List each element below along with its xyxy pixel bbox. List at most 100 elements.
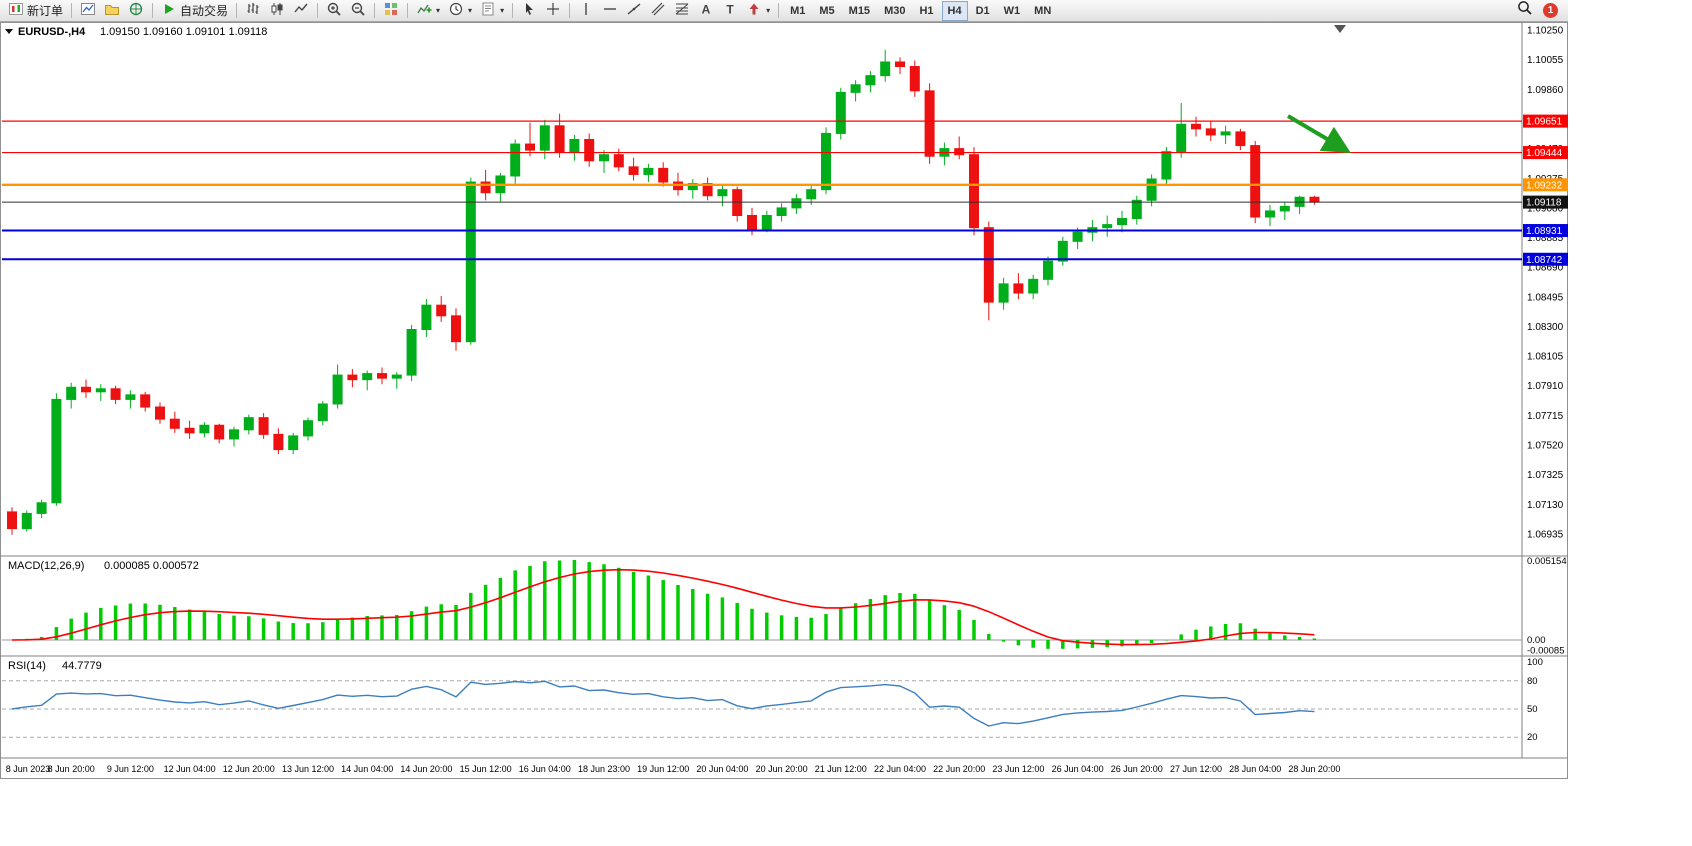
cursor-button[interactable]	[517, 0, 541, 22]
candle-body	[584, 138, 595, 162]
fibonacci-icon	[674, 1, 690, 20]
candle-body	[1161, 151, 1172, 180]
fibonacci-button[interactable]	[670, 0, 694, 22]
line-icon	[293, 1, 309, 20]
candle-body	[835, 91, 846, 134]
chart-window-button[interactable]	[76, 0, 100, 22]
candle-body	[7, 511, 17, 530]
candle-body	[1220, 131, 1231, 136]
candle-body	[81, 386, 91, 393]
toolbar-separator	[512, 3, 514, 18]
autotrading-button[interactable]: 自动交易	[157, 0, 232, 22]
candle-body	[214, 424, 225, 440]
bar-chart-button[interactable]	[241, 0, 265, 22]
candle-body	[865, 75, 876, 86]
toolbar-separator	[407, 3, 409, 18]
chart-frame	[0, 22, 1568, 779]
candle-body	[169, 418, 180, 429]
candlestick-chart-button[interactable]	[265, 0, 289, 22]
candle-body	[303, 420, 313, 437]
chart-collapse-icon[interactable]	[5, 29, 13, 34]
rsi-axis-label: 80	[1527, 676, 1538, 687]
search-icon[interactable]	[1517, 0, 1533, 21]
trendline-button[interactable]	[622, 0, 646, 22]
indicators-icon	[416, 1, 432, 20]
toolbar-separator	[778, 3, 780, 18]
candle-body	[155, 406, 165, 420]
candle-body	[465, 181, 476, 343]
grid-icon	[383, 1, 399, 20]
candle-body	[1235, 131, 1246, 147]
toolbar-separator	[236, 3, 238, 18]
chart-window-icon	[80, 1, 96, 20]
candle-body	[95, 388, 106, 393]
arrows-button[interactable]: ▾	[742, 0, 774, 22]
tile-windows-button[interactable]	[379, 0, 403, 22]
label-button[interactable]: T	[718, 0, 742, 22]
candle-body	[1279, 205, 1290, 212]
trend-arrow-annotation[interactable]	[1286, 114, 1351, 154]
price-tick-label: 1.10250	[1527, 26, 1564, 37]
tf-d1[interactable]: D1	[975, 4, 990, 17]
tf-m1[interactable]: M1	[790, 4, 806, 17]
price-tick-label: 1.08885	[1527, 233, 1564, 244]
candle-body	[21, 512, 32, 530]
templates-button[interactable]: ▾	[476, 0, 508, 22]
candle-body	[184, 427, 195, 434]
candle-body	[1102, 224, 1113, 229]
price-tick-label: 1.08690	[1527, 263, 1564, 274]
chart-window[interactable]: 1.102501.100551.098601.096651.094701.092…	[0, 22, 1568, 780]
market-watch-button[interactable]	[124, 0, 148, 22]
clock-icon	[448, 1, 464, 20]
zoom-out-button[interactable]	[346, 0, 370, 22]
play-icon	[161, 1, 177, 20]
profiles-icon	[104, 1, 120, 20]
tf-h4[interactable]: H4	[941, 0, 968, 21]
profiles-button[interactable]	[100, 0, 124, 22]
candlesticks[interactable]	[7, 49, 1320, 535]
macd-indicator-values: 0.000085 0.000572	[104, 560, 199, 572]
price-level-badge	[1523, 146, 1568, 160]
price-axis[interactable]: 1.102501.100551.098601.096651.094701.092…	[1527, 26, 1564, 541]
text-button[interactable]: A	[694, 0, 718, 22]
horizontal-level-lines[interactable]: 1.09651 1.09444 1.09232 1.09118 1.08931 1.087…	[2, 114, 1568, 266]
macd-indicator-label: MACD(12,26,9)	[8, 560, 84, 572]
notification-badge[interactable]: 1	[1543, 3, 1558, 18]
tf-h1[interactable]: H1	[919, 4, 934, 17]
zoom-in-button[interactable]	[322, 0, 346, 22]
candle-body	[643, 167, 654, 175]
toolbar-right: 1	[1517, 0, 1558, 21]
date-tick-label: 28 Jun 04:00	[1229, 764, 1281, 774]
chart-shift-marker[interactable]	[1334, 25, 1346, 33]
chart-canvas[interactable]: 1.102501.100551.098601.096651.094701.092…	[0, 22, 1568, 780]
tf-m5[interactable]: M5	[819, 4, 835, 17]
periods-button[interactable]: ▾	[444, 0, 476, 22]
date-tick-label: 12 Jun 04:00	[164, 764, 216, 774]
macd-signal-line	[11, 568, 1315, 646]
candle-body	[258, 417, 269, 435]
candle-body	[880, 61, 891, 77]
tf-m15[interactable]: M15	[848, 4, 871, 17]
macd-axis-label: 0.005154	[1527, 556, 1567, 567]
crosshair-button[interactable]	[541, 0, 565, 22]
new-order-button[interactable]: 新订单	[4, 0, 67, 22]
indicators-button[interactable]: ▾	[412, 0, 444, 22]
rsi-panel[interactable]: 100 80 50 20	[2, 657, 1543, 743]
candle-body	[377, 373, 387, 379]
line-chart-button[interactable]	[289, 0, 313, 22]
horizontal-line-button[interactable]	[598, 0, 622, 22]
macd-panel[interactable]: 0.005154 0.00-0.00085	[2, 556, 1567, 657]
date-tick-label: 8 Jun 20:00	[48, 764, 95, 774]
candle-body	[776, 207, 787, 216]
price-level-badge-label: 1.09118	[1526, 198, 1562, 209]
tf-mn[interactable]: MN	[1034, 4, 1052, 17]
tf-m30[interactable]: M30	[884, 4, 906, 17]
rsi-axis-label: 100	[1527, 657, 1543, 668]
price-level-badge	[1523, 114, 1568, 128]
candle-body	[391, 374, 402, 379]
tf-w1[interactable]: W1	[1003, 4, 1021, 17]
channel-button[interactable]	[646, 0, 670, 22]
date-tick-label: 26 Jun 04:00	[1052, 764, 1104, 774]
vertical-line-button[interactable]	[574, 0, 598, 22]
